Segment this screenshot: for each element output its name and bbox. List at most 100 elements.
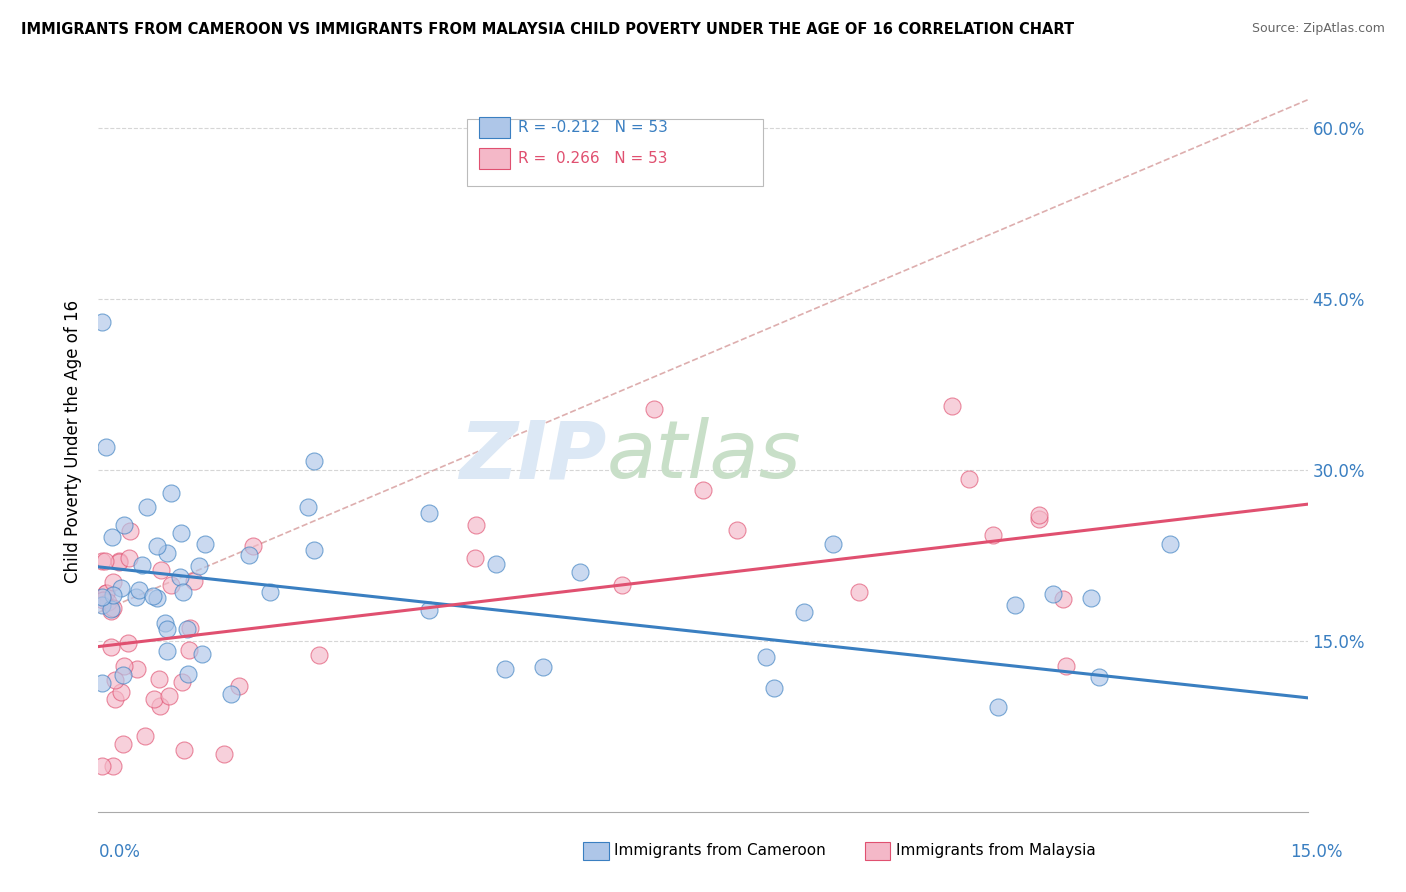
Point <box>91 759 114 773</box>
Point <box>131 558 153 572</box>
Bar <box>479 117 509 138</box>
Point <box>101 574 124 589</box>
Point <box>118 524 141 538</box>
Point <box>297 500 319 514</box>
Point <box>464 550 486 565</box>
Point <box>160 486 183 500</box>
Point <box>135 500 157 514</box>
Text: ZIP: ZIP <box>458 417 606 495</box>
Point <box>176 622 198 636</box>
Point <box>125 590 148 604</box>
Point <box>100 602 122 616</box>
Point <box>91 676 114 690</box>
Point <box>302 543 325 558</box>
Point <box>91 590 114 604</box>
Point <box>91 554 114 568</box>
Point <box>242 539 264 553</box>
Point <box>1159 537 1181 551</box>
Point <box>308 648 330 662</box>
Point <box>117 636 139 650</box>
FancyBboxPatch shape <box>467 120 763 186</box>
Point <box>494 662 516 676</box>
Point <box>93 554 115 568</box>
Point <box>111 667 134 681</box>
Point <box>610 578 633 592</box>
Point <box>108 555 131 569</box>
Point <box>1004 598 1026 612</box>
Point <box>156 546 179 560</box>
Text: 15.0%: 15.0% <box>1291 843 1343 861</box>
Point <box>170 526 193 541</box>
Point <box>219 687 242 701</box>
Point <box>149 699 172 714</box>
Text: Immigrants from Cameroon: Immigrants from Cameroon <box>614 843 827 857</box>
Point <box>97 595 120 609</box>
Point <box>94 440 117 454</box>
Point <box>176 667 198 681</box>
Point <box>259 585 281 599</box>
Point <box>112 517 135 532</box>
Text: 0.0%: 0.0% <box>98 843 141 861</box>
Point <box>142 692 165 706</box>
Point <box>141 589 163 603</box>
Point <box>91 592 114 607</box>
Point <box>128 583 150 598</box>
Point <box>194 537 217 551</box>
Point <box>228 679 250 693</box>
Point <box>191 647 214 661</box>
Point <box>149 563 172 577</box>
Point <box>111 738 134 752</box>
Point <box>179 621 201 635</box>
Point <box>117 551 139 566</box>
Point <box>464 517 486 532</box>
Point <box>418 603 440 617</box>
Point <box>112 659 135 673</box>
Point <box>692 483 714 497</box>
Point <box>108 554 131 568</box>
Point <box>941 399 963 413</box>
Point <box>725 524 748 538</box>
Point <box>104 692 127 706</box>
Point <box>153 615 176 630</box>
Point <box>1042 587 1064 601</box>
Point <box>91 599 114 613</box>
Point <box>100 530 122 544</box>
Point <box>531 660 554 674</box>
Point <box>101 587 124 601</box>
Point <box>569 566 592 580</box>
Point <box>485 558 508 572</box>
Point <box>100 640 122 655</box>
Point <box>172 584 194 599</box>
Point <box>156 644 179 658</box>
Point <box>1080 591 1102 605</box>
Point <box>134 729 156 743</box>
Bar <box>479 148 509 169</box>
Point <box>1054 659 1077 673</box>
Point <box>1028 512 1050 526</box>
Point <box>1052 591 1074 606</box>
Point <box>1028 508 1050 523</box>
Point <box>821 537 844 551</box>
Point <box>91 315 114 329</box>
Text: R =  0.266   N = 53: R = 0.266 N = 53 <box>517 152 668 166</box>
Point <box>170 675 193 690</box>
Point <box>101 759 124 773</box>
Text: R = -0.212   N = 53: R = -0.212 N = 53 <box>517 120 668 135</box>
Point <box>146 540 169 554</box>
Point <box>238 548 260 562</box>
Text: Immigrants from Malaysia: Immigrants from Malaysia <box>896 843 1095 857</box>
Point <box>110 685 132 699</box>
Point <box>110 582 132 596</box>
Point <box>104 673 127 688</box>
Point <box>763 681 786 695</box>
Point <box>125 662 148 676</box>
Point <box>848 584 870 599</box>
Point <box>188 559 211 574</box>
Point <box>157 690 180 704</box>
Point <box>156 622 179 636</box>
Point <box>183 574 205 588</box>
Point <box>214 747 236 761</box>
Point <box>103 601 125 615</box>
Point <box>94 586 117 600</box>
Point <box>173 743 195 757</box>
